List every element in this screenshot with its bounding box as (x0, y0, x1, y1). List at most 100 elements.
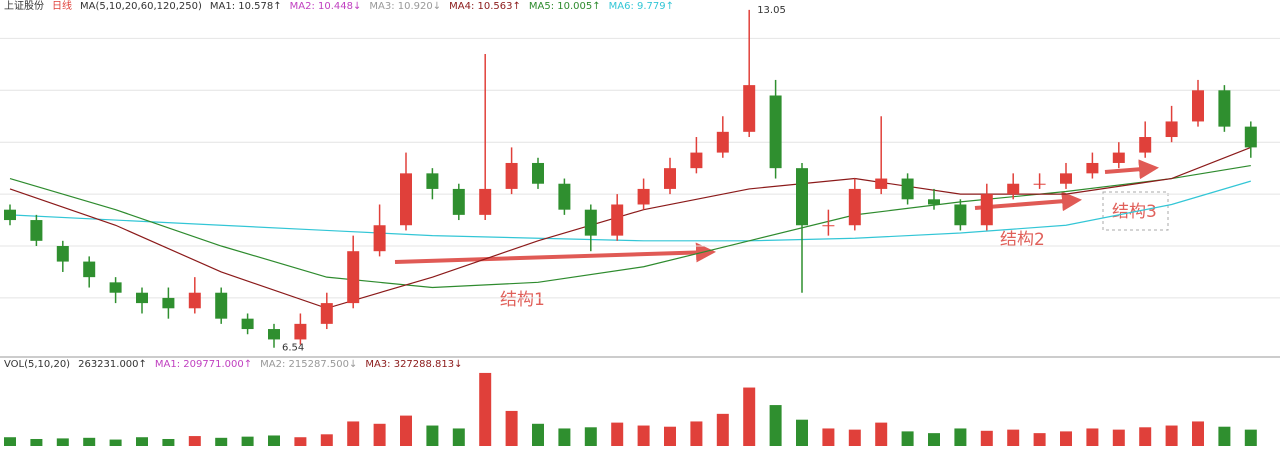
candle-body (743, 85, 756, 132)
legend-entry: MA3: 327288.813↓ (365, 359, 462, 370)
volume-bar (532, 423, 544, 446)
candle-body (373, 225, 386, 252)
candle-body (400, 173, 412, 226)
volume-bar (30, 438, 43, 446)
volume-bar (769, 405, 782, 446)
candle-body (56, 246, 69, 262)
annotation: 结构1 (500, 290, 545, 310)
annotation: 结构2 (1000, 230, 1045, 250)
candle-body (268, 329, 280, 340)
volume-bar (109, 439, 122, 446)
candle-body (452, 188, 465, 215)
candle-body (532, 162, 544, 184)
low-label: 6.54 (282, 343, 304, 354)
volume-bar (558, 428, 571, 446)
candle-body (347, 251, 360, 304)
candle-body (769, 95, 782, 169)
candle-body (1007, 183, 1020, 195)
volume-bar (294, 437, 307, 446)
ma-line (9, 146, 1252, 309)
volume-bar (743, 387, 756, 446)
candle-body (1060, 173, 1072, 184)
candle-body (1165, 121, 1178, 138)
volume-bar (611, 422, 624, 446)
candle-body (109, 282, 122, 293)
candle-body (980, 194, 993, 226)
legend-entry: MA4: 10.563↑ (449, 1, 521, 12)
legend-entry: MA2: 10.448↓ (290, 1, 362, 12)
candle-body (1086, 162, 1099, 174)
candle-body (848, 188, 861, 226)
volume-bar (1165, 425, 1178, 446)
legend-entry: MA3: 10.920↓ (369, 1, 441, 12)
volume-bar (1033, 433, 1046, 446)
volume-bar (848, 429, 861, 446)
candle-body (664, 168, 676, 189)
candle-body (716, 131, 729, 153)
volume-bar (136, 437, 148, 446)
volume-bar (320, 434, 333, 446)
volume-bar (584, 427, 597, 446)
volume-bar (1218, 426, 1231, 446)
volume-bar (690, 421, 703, 446)
period: 日线 (52, 0, 72, 12)
candle-body (426, 173, 439, 189)
candle-body (1139, 137, 1152, 153)
legend-entry: MA1: 10.578↑ (210, 1, 282, 12)
volume-bar (347, 421, 360, 446)
volume-bar (56, 438, 69, 446)
ma-line (9, 164, 1251, 289)
candle-body (4, 209, 16, 221)
volume-bar (188, 436, 201, 446)
candle-body (162, 297, 175, 309)
volume-bar (664, 426, 676, 446)
candle-body (320, 303, 333, 324)
arrow (394, 242, 716, 264)
volume-bar (268, 435, 280, 446)
volume-bar (980, 430, 993, 446)
candle-body (479, 188, 492, 215)
candle-body (690, 152, 703, 169)
volume-bar (1192, 421, 1204, 446)
candle-body (188, 292, 201, 309)
volume-bar (1060, 431, 1072, 446)
candle-body (875, 178, 888, 189)
selection-box (1102, 191, 1169, 231)
candle-body (901, 178, 914, 200)
candle-body (611, 204, 624, 236)
volume-bar (83, 437, 96, 446)
volume-bar (505, 410, 518, 446)
candle-body (928, 199, 940, 205)
candle-body (30, 220, 43, 241)
candle-body (215, 292, 228, 319)
volume-bar (162, 438, 175, 446)
stock-name: 上证股份 (4, 0, 44, 12)
volume-bar (400, 415, 412, 446)
volume-bar (1086, 428, 1099, 446)
candle-body (505, 162, 518, 189)
candle-body (241, 318, 254, 330)
volume-bar (215, 437, 228, 446)
volume-bar (796, 419, 808, 446)
ma-params: MA(5,10,20,60,120,250) (80, 1, 202, 12)
legend-entry: MA1: 209771.000↑ (155, 359, 252, 370)
volume-bar (1007, 429, 1020, 446)
candle-body (637, 188, 650, 205)
volume-name: VOL(5,10,20) (4, 359, 70, 370)
candle-body (83, 261, 96, 278)
high-label: 13.05 (757, 5, 786, 16)
legend-entry: 263231.000↑ (78, 359, 147, 370)
candle-body (954, 204, 967, 226)
legend-entry: MA5: 10.005↑ (529, 1, 601, 12)
volume-bar (373, 423, 386, 446)
volume-bar (875, 422, 888, 446)
candle-body (1112, 152, 1125, 163)
volume-bar (928, 433, 940, 446)
candle-body (1033, 183, 1046, 185)
candle-body (584, 209, 597, 236)
volume-bar (1112, 429, 1125, 446)
volume-bar (241, 436, 254, 446)
candle-body (822, 225, 835, 227)
volume-bar (901, 431, 914, 446)
